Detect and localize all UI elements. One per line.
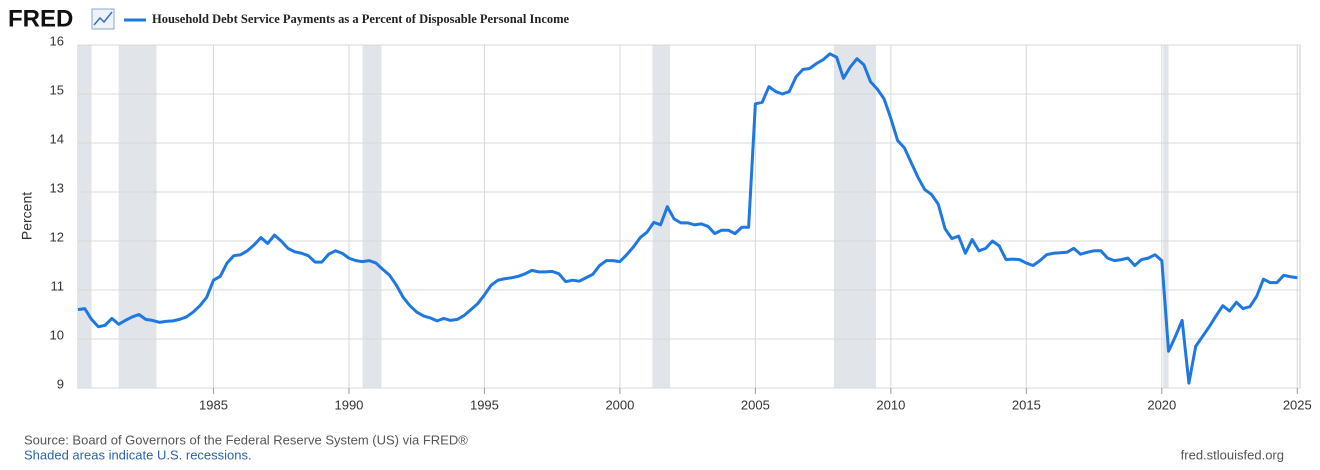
recession-band	[78, 45, 92, 388]
recession-band	[118, 45, 157, 388]
data-line	[77, 52, 1298, 385]
recession-note: Shaded areas indicate U.S. recessions.	[24, 447, 252, 462]
x-tick-label: 2020	[1147, 397, 1176, 412]
source: Source: Board of Governors of the Federa…	[24, 432, 468, 447]
y-tick-label: 11	[51, 278, 65, 293]
y-tick-label: 12	[50, 229, 64, 244]
y-tick-label: 9	[57, 376, 64, 391]
source-url: fred.stlouisfed.org	[1181, 447, 1284, 462]
legend-label: Household Debt Service Payments as a Per…	[152, 12, 570, 26]
x-tick-label: 1985	[199, 397, 228, 412]
recession-band	[362, 45, 382, 388]
x-tick-label: 2010	[876, 397, 905, 412]
y-tick-label: 16	[50, 33, 64, 48]
logo: FRED	[8, 5, 73, 32]
y-tick-label: 13	[50, 180, 64, 195]
y-tick-label: 10	[50, 327, 64, 342]
x-tick-label: 2005	[741, 397, 770, 412]
x-tick-label: 2000	[605, 397, 634, 412]
x-tick-label: 1990	[334, 397, 363, 412]
recession-band	[833, 45, 876, 388]
logo-icon	[91, 8, 115, 30]
y-tick-label: 14	[50, 131, 64, 146]
y-axis-label: Percent	[19, 192, 35, 240]
x-tick-label: 2015	[1012, 397, 1041, 412]
recession-band	[652, 45, 671, 388]
x-tick-label: 2025	[1283, 397, 1312, 412]
y-tick-label: 15	[50, 82, 64, 97]
plot-area	[77, 44, 1301, 389]
recession-band	[1163, 45, 1169, 388]
x-tick-label: 1995	[470, 397, 499, 412]
